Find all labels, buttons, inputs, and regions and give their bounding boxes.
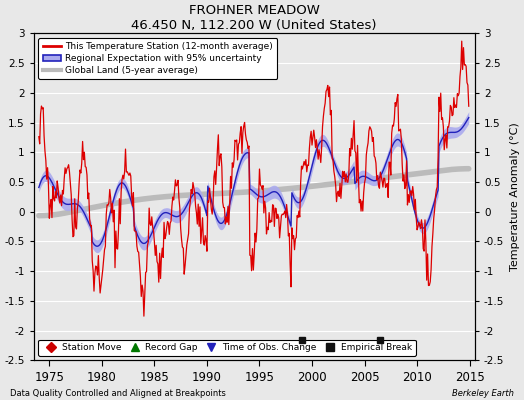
Title: FROHNER MEADOW
46.450 N, 112.200 W (United States): FROHNER MEADOW 46.450 N, 112.200 W (Unit…: [132, 4, 377, 32]
Y-axis label: Temperature Anomaly (°C): Temperature Anomaly (°C): [510, 122, 520, 271]
Text: Data Quality Controlled and Aligned at Breakpoints: Data Quality Controlled and Aligned at B…: [10, 389, 226, 398]
Legend: Station Move, Record Gap, Time of Obs. Change, Empirical Break: Station Move, Record Gap, Time of Obs. C…: [38, 340, 416, 356]
Text: Berkeley Earth: Berkeley Earth: [452, 389, 514, 398]
